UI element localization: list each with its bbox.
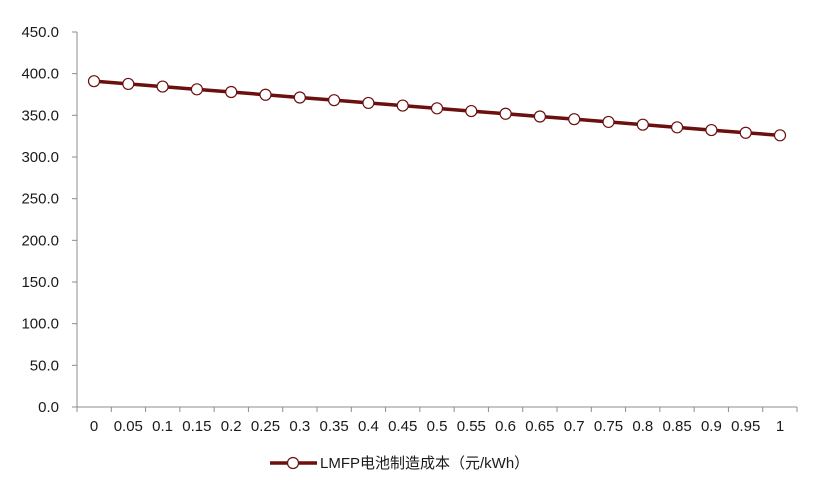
legend-marker-swatch <box>286 456 300 470</box>
data-point <box>156 80 169 93</box>
x-tick-label: 0.45 <box>388 418 417 435</box>
data-point <box>87 75 101 88</box>
y-tick-label: 150.0 <box>21 274 59 291</box>
data-point <box>670 121 684 134</box>
y-tick-label: 0.0 <box>38 399 59 416</box>
data-point <box>362 96 375 110</box>
x-axis: 0 0.05 0.1 0.15 0.2 0.25 0.3 0.35 0.4 0.45 0.5 0.55… <box>76 406 798 435</box>
data-point <box>636 118 649 131</box>
y-tick-label: 350.0 <box>21 107 59 124</box>
legend: LMFP电池制造成本（元/kWh） <box>270 455 529 472</box>
data-point <box>293 91 306 104</box>
data-point <box>465 104 478 118</box>
x-tick-label: 0.5 <box>427 418 448 435</box>
x-tick-label: 0.4 <box>358 418 379 435</box>
x-tick-label: 0.3 <box>289 418 310 435</box>
data-point <box>568 113 581 126</box>
x-tick-label: 0.15 <box>182 418 211 435</box>
x-tick-label: 0.6 <box>495 418 516 435</box>
x-tick-label: 0.8 <box>632 418 653 435</box>
data-point <box>773 129 787 142</box>
data-point <box>396 99 409 112</box>
x-tick-label: 0.95 <box>731 418 760 435</box>
y-tick-label: 50.0 <box>30 357 59 374</box>
x-tick-label: 0.85 <box>662 418 691 435</box>
y-tick-label: 400.0 <box>21 66 59 83</box>
data-point <box>190 83 203 96</box>
series-layer <box>87 75 787 142</box>
x-tick-label: 0.25 <box>251 418 280 435</box>
x-tick-label: 1 <box>776 418 784 435</box>
y-tick-label: 300.0 <box>21 149 59 166</box>
y-tick-label: 200.0 <box>21 232 59 249</box>
data-point <box>259 88 272 101</box>
y-tick-label: 250.0 <box>21 191 59 208</box>
x-tick-label: 0.05 <box>114 418 143 435</box>
data-point <box>705 123 718 137</box>
y-tick-label: 100.0 <box>21 316 59 333</box>
x-tick-label: 0.75 <box>594 418 623 435</box>
x-tick-label: 0.55 <box>457 418 486 435</box>
data-point <box>225 85 238 99</box>
x-tick-label: 0.65 <box>525 418 554 435</box>
x-tick-label: 0.2 <box>221 418 242 435</box>
y-tick-label: 450.0 <box>21 24 59 41</box>
y-axis: 450.0 400.0 350.0 300.0 250.0 200.0 150.0 100.0… <box>21 24 78 416</box>
x-tick-label: 0.35 <box>319 418 348 435</box>
x-tick-label: 0 <box>90 418 98 435</box>
legend-label: LMFP电池制造成本（元/kWh） <box>320 455 529 472</box>
data-point <box>533 110 547 123</box>
data-point <box>328 94 341 107</box>
x-tick-label: 0.1 <box>152 418 173 435</box>
data-point <box>739 126 752 139</box>
x-tick-label: 0.7 <box>564 418 585 435</box>
x-tick-label: 0.9 <box>701 418 722 435</box>
data-point <box>602 115 615 129</box>
data-point <box>122 77 135 91</box>
data-point <box>430 102 444 115</box>
data-point <box>499 107 512 120</box>
